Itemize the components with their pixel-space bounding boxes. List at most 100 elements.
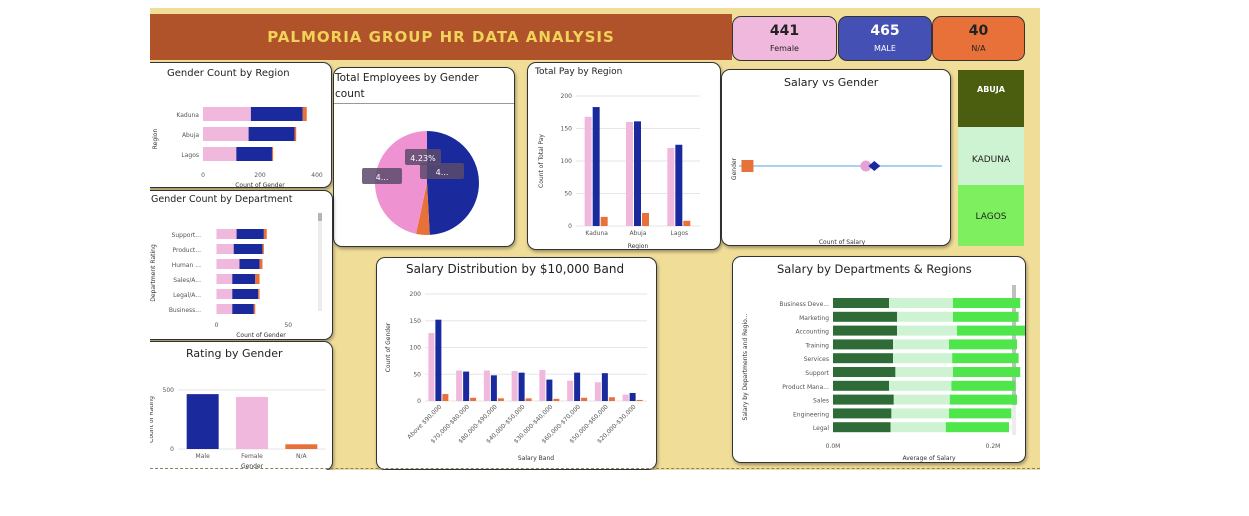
bar-kaduna [889,298,953,308]
chart-title-gender-region: Gender Count by Region [167,68,290,79]
card-salary-gender: Salary vs Gender Count of Salary Gender [721,69,951,246]
kpi-na-label: N/A [971,44,986,53]
category-label: Kaduna [585,230,608,237]
bar-female [428,333,435,401]
bar-female [216,274,233,284]
bar-male [675,144,683,226]
bar-male [435,319,442,401]
kpi-na-value: 40 [968,23,989,39]
page-title: PALMORIA GROUP HR DATA ANALYSIS [267,28,615,46]
bar-female [622,394,629,401]
bar-lagos [949,394,1017,405]
y-axis-title: Count of Gender [385,322,392,372]
bar-female [203,107,251,121]
bar-na [683,220,691,226]
slicer-kaduna[interactable]: KADUNA [958,127,1024,185]
dept-chart-scrollbar[interactable] [318,213,322,311]
x-axis-title: Gender [241,463,264,470]
bar-kaduna [897,325,957,336]
bar-male [232,274,256,284]
bar-kaduna [897,311,953,322]
card-gender-pie: Total Employees by Gender count 4.23% 4..… [333,67,515,247]
y-axis-title: Count of Rating [150,396,155,443]
bar-lagos [953,298,1021,308]
bar-abuja [833,339,893,350]
y-tick-label: 150 [410,318,422,325]
bar-lagos [952,353,1019,364]
bar-male [232,289,259,299]
category-label: Lagos [671,230,689,237]
chart-title-salary-band: Salary Distribution by $10,000 Band [406,262,625,276]
bar-female [584,116,592,226]
bar-male [236,229,264,239]
x-tick-label: 0.2M [986,443,1001,450]
bar-abuja [833,408,892,419]
bar-lagos [951,380,1016,391]
bar-abuja [833,311,897,322]
bar-male [574,372,581,401]
bar-kaduna [893,394,950,405]
bar-female [456,370,463,401]
bar-kaduna [895,367,953,377]
bar-na [255,274,260,284]
slicer-lagos[interactable]: LAGOS [958,185,1024,246]
y-tick-label: 100 [561,158,573,165]
dept-chart-scroll-thumb[interactable] [318,213,322,221]
kpi-female-value: 441 [769,23,800,39]
card-salary-dept: Salary by Departments & Regions Business… [732,256,1026,463]
bar-abuja [833,325,897,336]
bar-na [263,229,267,239]
y-tick-label: 50 [564,191,572,198]
bar-female [216,229,237,239]
bar-female [483,370,490,401]
kpi-female-label: Female [770,44,799,53]
bar-lagos [949,339,1017,350]
marker-na [741,160,754,172]
category-label: Engineering [793,411,829,418]
y-tick-label: 100 [410,345,422,352]
bar-abuja [833,353,893,364]
bar-female [567,380,574,401]
bar-na [262,244,264,254]
bar-male [546,379,553,401]
card-rating-gender: Rating by Gender 0 500 Male Female N/A Gender… [150,341,333,470]
bar-lagos [949,408,1012,419]
data-label-box [405,149,441,165]
x-axis-title: Count of Gender [235,182,285,187]
bar-lagos [945,422,1009,433]
card-pay-region: Total Pay by Region 0 50 100 150 200 Kaduna Ab… [527,62,721,250]
bar-kaduna [891,408,949,419]
category-label: Product Mana... [782,384,829,391]
bar-na [442,394,449,401]
pie-slice-male [427,131,479,235]
bar-male [634,121,641,226]
chart-dept-gender: Support... Product... Human ... Sales/A... L… [150,229,292,339]
kpi-na-card: 40 N/A [932,16,1025,61]
data-label-box [420,163,464,179]
category-label: Business Deve... [779,301,829,308]
category-label: Sales [813,398,829,405]
bar-kaduna [890,422,946,433]
bar-na [302,107,307,121]
bar-male [186,394,219,449]
chart-title-salary-dept: Salary by Departments & Regions [777,262,972,276]
bar-male [236,147,272,161]
category-label: Male [196,453,211,460]
bar-na [258,289,260,299]
y-axis-title: Region [152,129,159,150]
bar-male [629,392,636,401]
kpi-male-value: 465 [870,23,900,39]
category-label: Legal/A... [173,292,201,299]
y-axis-title: Department Rating [150,244,157,302]
bar-abuja [833,394,894,405]
slicer-abuja[interactable]: ABUJA [958,70,1024,127]
data-label: 4... [436,168,449,177]
bar-na [553,398,560,401]
data-label: 4.23% [410,154,436,163]
category-label: Kaduna [176,112,199,119]
category-label: Business... [169,307,201,314]
bar-male [601,373,608,401]
bar-na [271,147,274,161]
x-axis-title: Region [628,243,649,249]
pie-slice-na [416,183,430,235]
